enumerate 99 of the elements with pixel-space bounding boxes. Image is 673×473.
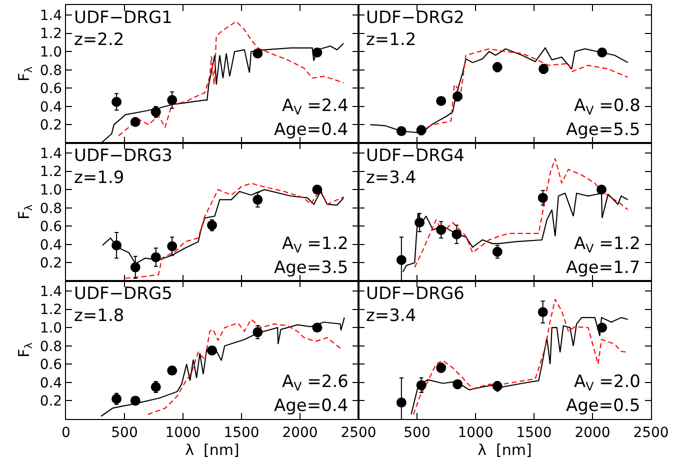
annotation: Age=3.5: [274, 258, 348, 278]
point: [252, 327, 263, 338]
annotation: A$_{V}$ =2.4: [282, 96, 348, 118]
x-tick-label: 2000: [282, 424, 318, 441]
y-tick-label: 1.4: [40, 146, 62, 162]
annotation: Age=0.5: [566, 396, 640, 416]
point: [416, 380, 426, 390]
point: [207, 345, 218, 356]
annotation: Age=0.4: [274, 120, 348, 140]
text: z=1.8: [74, 306, 124, 326]
point: [452, 379, 463, 390]
y-tick-label: 0.6: [40, 219, 62, 236]
point: [167, 95, 178, 106]
point: [597, 48, 608, 58]
y-tick-label: 0.8: [40, 338, 62, 355]
point: [414, 218, 425, 228]
point: [112, 96, 122, 107]
x-tick-label: 500: [404, 424, 430, 441]
chart-title: UDF−DRG6: [366, 284, 464, 304]
x-axis-title: λ [nm]: [185, 440, 240, 459]
chart-title: UDF−DRG4: [366, 146, 464, 166]
point: [112, 394, 122, 404]
point: [538, 192, 548, 203]
y-tick-label: 0.4: [40, 237, 62, 254]
point: [396, 254, 406, 265]
chart-title: UDF−DRG5: [74, 284, 172, 304]
point: [492, 62, 502, 72]
chart-title: UDF−DRG3: [74, 146, 172, 166]
x-tick-label: 2000: [574, 424, 610, 441]
point: [312, 184, 322, 195]
y-tick-label: 0.8: [40, 62, 62, 79]
x-tick-label: 1000: [165, 424, 201, 441]
point: [396, 398, 406, 408]
text: z=3.4: [366, 306, 416, 326]
point: [436, 362, 446, 373]
y-tick-label: 0.2: [40, 118, 62, 134]
y-tick-label: 0.4: [40, 99, 62, 116]
y-tick-label: 1.2: [40, 302, 62, 318]
point: [538, 307, 548, 318]
x-tick-label: 1500: [224, 424, 260, 441]
point: [492, 246, 502, 257]
point: [252, 194, 263, 205]
annotation: Age=0.4: [274, 396, 348, 416]
x-tick-label: 0: [62, 424, 70, 441]
x-axis-title: λ [nm]: [478, 440, 532, 459]
point: [167, 241, 178, 252]
point: [492, 381, 502, 392]
y-tick-label: 0.2: [40, 394, 62, 410]
point: [130, 116, 140, 127]
annotation: A$_{V}$ =1.2: [282, 234, 348, 256]
point: [150, 252, 161, 262]
point: [538, 64, 549, 74]
point: [436, 96, 446, 106]
point: [436, 224, 446, 235]
point: [312, 322, 322, 333]
y-tick-label: 1.4: [40, 8, 62, 24]
y-tick-label: 1.2: [40, 164, 62, 180]
x-tick-label: 1000: [458, 424, 494, 441]
point: [452, 229, 462, 240]
annotation: A$_{V}$ =0.8: [574, 96, 640, 118]
y-tick-label: 1.4: [40, 284, 62, 300]
y-tick-label: 1.0: [40, 182, 62, 199]
text: z=3.4: [366, 168, 416, 188]
point: [252, 48, 263, 58]
point: [112, 240, 122, 250]
y-tick-label: 0.6: [40, 81, 62, 98]
x-tick-label: 1500: [516, 424, 552, 441]
annotation: A$_{V}$ =2.6: [282, 372, 348, 394]
point: [312, 48, 322, 58]
y-tick-label: 1.0: [40, 320, 62, 337]
y-tick-label: 0.6: [40, 357, 62, 374]
annotation: Age=1.7: [566, 258, 640, 278]
point: [167, 366, 178, 376]
point: [207, 220, 218, 230]
text: z=1.9: [74, 168, 124, 188]
point: [396, 126, 406, 136]
point: [596, 184, 607, 195]
point: [130, 396, 140, 406]
x-tick-label: 2500: [633, 424, 669, 441]
text: z=1.2: [366, 30, 416, 50]
chart-title: UDF−DRG2: [366, 8, 464, 28]
text: z=2.2: [74, 30, 124, 50]
point: [150, 382, 161, 392]
x-tick-label: 500: [111, 424, 138, 441]
y-tick-label: 0.8: [40, 200, 62, 217]
y-tick-label: 0.4: [40, 375, 62, 392]
point: [130, 262, 140, 272]
y-tick-label: 1.2: [40, 26, 62, 42]
y-tick-label: 1.0: [40, 44, 62, 61]
chart-title: UDF−DRG1: [74, 8, 172, 28]
point: [452, 91, 463, 102]
annotation: Age=5.5: [566, 120, 640, 140]
point: [597, 322, 608, 333]
point: [150, 106, 161, 117]
annotation: A$_{V}$ =1.2: [574, 234, 640, 256]
annotation: A$_{V}$ =2.0: [574, 372, 640, 394]
x-tick-label: 2500: [340, 424, 376, 441]
point: [416, 125, 426, 136]
y-tick-label: 0.2: [40, 256, 62, 272]
